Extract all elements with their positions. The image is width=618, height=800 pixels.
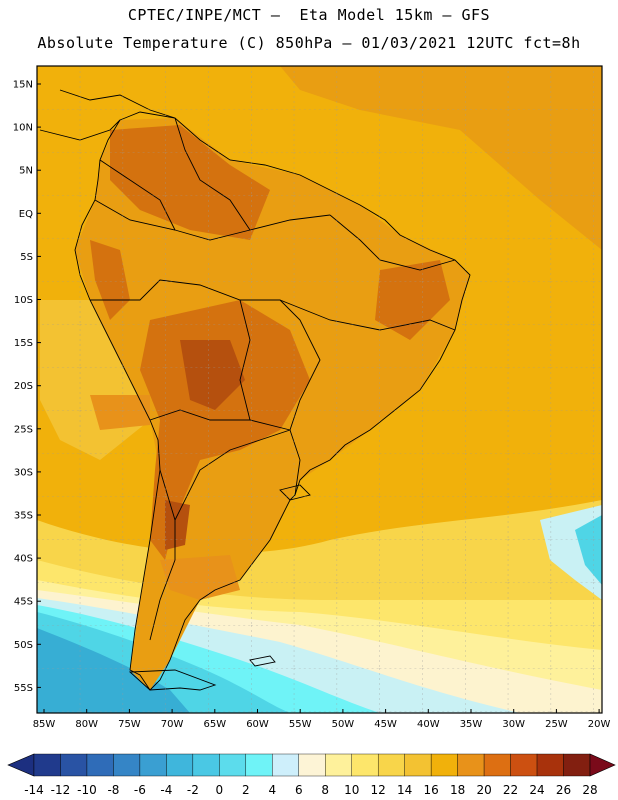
colorbar-label: -10	[77, 783, 97, 797]
colorbar-swatch	[192, 753, 220, 777]
colorbar-swatch	[404, 753, 432, 777]
colorbar-label: 6	[295, 783, 303, 797]
lon-tick-label: 70W	[161, 719, 184, 730]
map-frame	[36, 65, 603, 714]
colorbar-label: 18	[450, 783, 465, 797]
colorbar-swatch	[298, 753, 326, 777]
colorbar-label: 4	[268, 783, 276, 797]
lat-tick-label: 5S	[20, 252, 33, 263]
lon-tick-label: 50W	[332, 719, 355, 730]
colorbar-label: 24	[529, 783, 544, 797]
lat-tick-label: 40S	[14, 554, 33, 565]
colorbar-label: 10	[344, 783, 359, 797]
lat-tick-label: 15S	[14, 338, 33, 349]
colorbar-swatch	[563, 753, 591, 777]
lat-tick-label: 10N	[13, 123, 33, 134]
lat-tick-label: 50S	[14, 640, 33, 651]
colorbar-label: -8	[107, 783, 119, 797]
latitude-axis: 15N 10N 5N EQ 5S 10S 15S 20S 25S 30S 35S 40S 45S 50S 5…	[13, 80, 41, 694]
lat-tick-label: EQ	[19, 209, 33, 220]
colorbar-swatch	[60, 753, 88, 777]
colorbar-swatch	[457, 753, 485, 777]
colorbar-label: 22	[503, 783, 518, 797]
colorbar-swatch	[33, 753, 61, 777]
lon-tick-label: 65W	[203, 719, 226, 730]
lon-tick-label: 25W	[545, 719, 568, 730]
lon-tick-label: 40W	[417, 719, 440, 730]
colorbar-swatch	[272, 753, 299, 777]
lat-tick-label: 15N	[13, 80, 33, 91]
colorbar-label: 2	[242, 783, 250, 797]
lat-tick-label: 10S	[14, 295, 33, 306]
colorbar-swatch	[325, 753, 352, 777]
lat-tick-label: 35S	[14, 511, 33, 522]
colorbar-label: 20	[476, 783, 491, 797]
colorbar-label: -12	[51, 783, 71, 797]
colorbar-high-arrow	[589, 753, 616, 777]
lon-tick-label: 80W	[75, 719, 98, 730]
colorbar-swatch	[351, 753, 379, 777]
colorbar-swatch	[483, 753, 511, 777]
graticule	[37, 66, 602, 713]
colorbar-swatch	[219, 753, 247, 777]
colorbar-swatch	[245, 753, 273, 777]
longitude-axis: 85W 80W 75W 70W 65W 60W 55W 50W 45W 40W 35W 30W 25W 2…	[33, 709, 611, 730]
lon-tick-label: 20W	[588, 719, 611, 730]
colorbar-swatch	[113, 753, 141, 777]
lat-tick-label: 30S	[14, 467, 33, 478]
colorbar-label: 28	[582, 783, 597, 797]
colorbar-swatch	[166, 753, 194, 777]
colorbar-label: -14	[24, 783, 44, 797]
colorbar-swatch	[86, 753, 114, 777]
lon-tick-label: 30W	[502, 719, 525, 730]
lon-tick-label: 75W	[118, 719, 141, 730]
colorbar-swatch	[536, 753, 564, 777]
lon-tick-label: 45W	[374, 719, 397, 730]
colorbar-label: -2	[187, 783, 199, 797]
lat-tick-label: 25S	[14, 424, 33, 435]
colorbar-label: 16	[424, 783, 439, 797]
title-line-2: Absolute Temperature (C) 850hPa – 01/03/…	[37, 34, 581, 52]
lat-tick-label: 5N	[19, 166, 33, 177]
lon-tick-label: 85W	[33, 719, 56, 730]
colorbar-label: -6	[134, 783, 146, 797]
title-line-1: CPTEC/INPE/MCT – Eta Model 15km – GFS	[127, 6, 491, 24]
colorbar-swatch	[377, 753, 405, 777]
lon-tick-label: 55W	[289, 719, 312, 730]
map-plot-area[interactable]	[37, 66, 602, 713]
colorbar-low-arrow	[7, 753, 35, 777]
colorbar-label: 8	[321, 783, 329, 797]
lon-tick-label: 60W	[246, 719, 269, 730]
colorbar-label: 0	[216, 783, 224, 797]
colorbar-swatch	[510, 753, 538, 777]
colorbar: -14 -12 -10 -8 -6 -4 -2 0 2 4 6 8 10 12 14 16 18 20 22 24 26…	[7, 753, 616, 797]
colorbar-label: 14	[397, 783, 412, 797]
lon-tick-label: 35W	[460, 719, 483, 730]
colorbar-label: 26	[556, 783, 571, 797]
colorbar-swatch	[430, 753, 458, 777]
lat-tick-label: 45S	[14, 597, 33, 608]
lat-tick-label: 20S	[14, 381, 33, 392]
lat-tick-label: 55S	[14, 683, 33, 694]
colorbar-label: -4	[160, 783, 172, 797]
colorbar-swatch	[139, 753, 167, 777]
colorbar-label: 12	[371, 783, 386, 797]
